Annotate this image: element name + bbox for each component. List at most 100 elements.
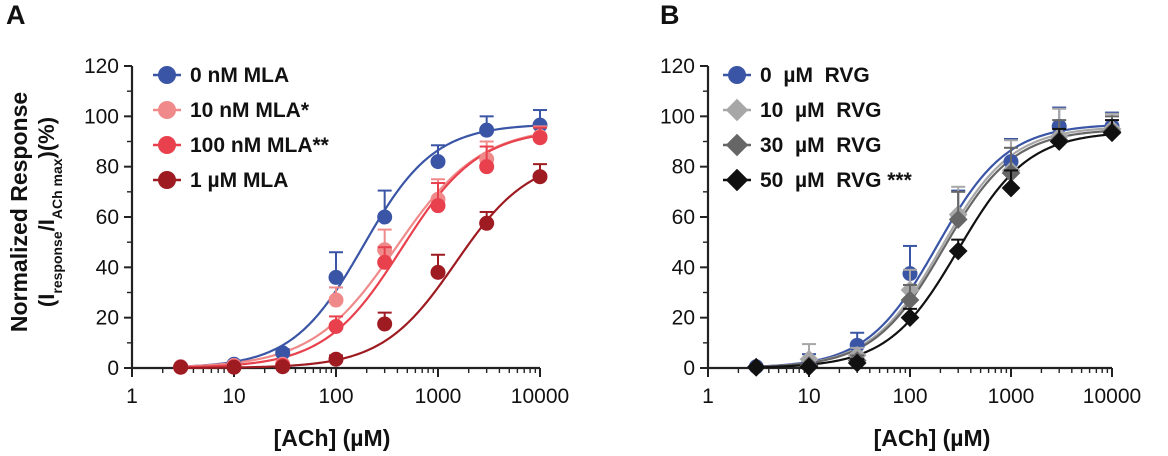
panel-a-y-tick-label: 20 [96, 307, 119, 330]
panel-a-y-tick-label: 100 [84, 105, 119, 128]
panel-b-label: B [660, 0, 680, 30]
data-point [799, 357, 819, 377]
panel-a-x-tick-label: 1 [126, 385, 138, 408]
data-point [328, 269, 344, 285]
data-point [479, 215, 495, 231]
data-point [377, 209, 393, 225]
panel-b-series-3 [746, 119, 1122, 377]
data-point [328, 318, 344, 334]
panel-b-fit-curve-1 [756, 127, 1113, 368]
panel-a-x-axis-title: [ACh] (µM) [274, 425, 391, 451]
data-point [430, 154, 446, 170]
panel-a-x-tick-label: 100 [318, 385, 353, 408]
panel-a-y-tick-label: 40 [96, 256, 119, 279]
ylabel-sub-response: response [49, 231, 65, 293]
legend-marker [158, 101, 176, 119]
panel-b-y-tick-label: 80 [672, 156, 695, 179]
data-point [532, 169, 548, 185]
panel-b-legend: 0 µM RVG 10 µM RVG 30 µM RVG 50 µM RVG *** [723, 64, 913, 192]
data-point [377, 316, 393, 332]
data-point [849, 337, 865, 353]
legend-label: 0 nM MLA [190, 64, 289, 87]
ylabel-sub-achmax: ACh max [49, 158, 65, 219]
data-point [226, 359, 242, 375]
data-point [1001, 178, 1021, 198]
data-point [377, 254, 393, 270]
legend-marker [725, 168, 749, 192]
data-point [532, 117, 548, 133]
data-point [948, 210, 968, 229]
panel-b-y-tick-label: 100 [660, 105, 695, 128]
panel-a-fit-curve-3 [180, 175, 541, 369]
data-point [173, 359, 189, 375]
panel-b-points [746, 106, 1122, 377]
panel-b-y-tick-label: 40 [672, 256, 695, 279]
panel-a-label: A [6, 0, 26, 30]
panel-a-points [173, 109, 548, 375]
panel-b-y-tick-label: 0 [683, 357, 695, 380]
panel-b-fit-curve-0 [756, 124, 1113, 368]
panel-b-x-tick-label: 10000 [1083, 385, 1141, 408]
ylabel-end: )(%) [34, 117, 59, 159]
legend-label: 50 µM RVG *** [760, 169, 913, 192]
data-point [430, 198, 446, 214]
panel-a-y-tick-label: 80 [96, 156, 119, 179]
panel-b-y-tick-label: 20 [672, 307, 695, 330]
data-point [479, 159, 495, 175]
panel-a-y-tick-label: 60 [96, 206, 119, 229]
data-point [900, 308, 920, 328]
legend-marker [158, 171, 176, 189]
panel-a-series-3 [173, 163, 548, 375]
panel-b-x-tick-label: 100 [892, 385, 927, 408]
data-point [275, 359, 291, 375]
panel-b-legend-item-0: 0 µM RVG [723, 64, 870, 87]
legend-marker [158, 66, 176, 84]
legend-marker [725, 98, 749, 122]
ylabel-mid: /I [34, 219, 59, 231]
legend-label: 10 nM MLA* [190, 99, 310, 122]
panel-b-x-tick-label: 1 [702, 385, 714, 408]
legend-label: 30 µM RVG [760, 134, 881, 157]
panel-a-legend: 0 nM MLA 10 nM MLA* 100 nM MLA** 1 µM MLA [153, 64, 330, 192]
data-point [746, 357, 766, 377]
legend-marker [728, 66, 746, 84]
panel-b-x-tick-label: 10 [797, 385, 820, 408]
panel-a-x-tick-label: 1000 [415, 385, 462, 408]
panel-b-x-axis-title: [ACh] (µM) [874, 425, 991, 451]
panel-a-x-tick-label: 10 [222, 385, 245, 408]
panel-b-legend-item-2: 30 µM RVG [723, 133, 881, 157]
legend-marker [158, 136, 176, 154]
legend-marker [725, 133, 749, 157]
data-point [948, 241, 968, 261]
panel-a-legend-item-2: 100 nM MLA** [153, 134, 330, 157]
panel-b-legend-item-1: 10 µM RVG [723, 98, 881, 122]
data-point [479, 122, 495, 138]
data-point [1102, 123, 1122, 143]
panel-a-y-tick-label: 120 [84, 55, 119, 78]
data-point [275, 345, 291, 361]
legend-label: 10 µM RVG [760, 99, 881, 122]
panel-a-x-tick-label: 10000 [511, 385, 569, 408]
panel-a-y-tick-label: 0 [107, 357, 119, 380]
data-point [1049, 132, 1069, 151]
data-point [430, 264, 446, 280]
legend-label: 0 µM RVG [760, 64, 870, 87]
legend-label: 1 µM MLA [190, 169, 288, 192]
data-point [328, 292, 344, 308]
panel-a-y-axis-title-line1: Normalized Response [6, 92, 32, 332]
panel-a-y-axis-title-line2: (Iresponse/IACh max)(%) [34, 117, 65, 307]
panel-b-curves [756, 124, 1113, 369]
panel-a-legend-item-0: 0 nM MLA [153, 64, 289, 87]
panel-b-y-tick-label: 120 [660, 55, 695, 78]
data-point [847, 353, 867, 373]
ylabel-open: (I [34, 294, 59, 307]
panel-b-x-tick-label: 1000 [988, 385, 1035, 408]
data-point [532, 130, 548, 146]
panel-b-y-tick-label: 60 [672, 206, 695, 229]
panel-a-legend-item-3: 1 µM MLA [153, 169, 288, 192]
legend-label: 100 nM MLA** [190, 134, 330, 157]
